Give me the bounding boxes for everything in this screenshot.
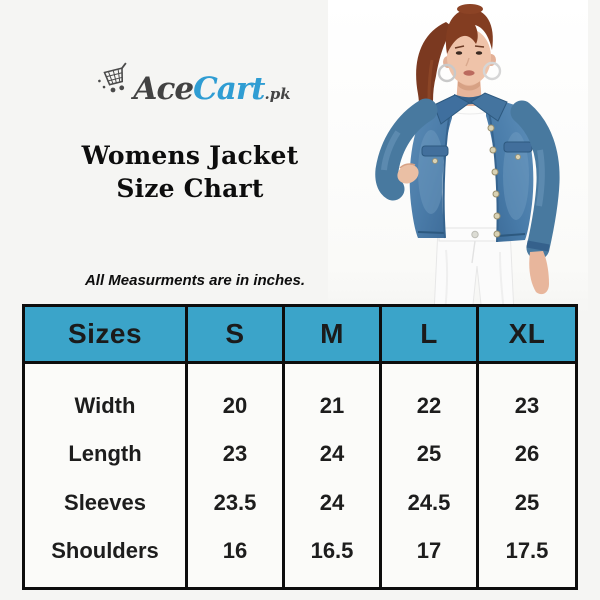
value-cell: 24 bbox=[319, 441, 345, 467]
hair-front bbox=[445, 4, 493, 54]
brand-logo: AceCart.pk bbox=[70, 62, 320, 114]
value-cell: 20 bbox=[222, 393, 248, 419]
size-chart-table: Sizes S M L XL Width Length Sleeves Shou… bbox=[22, 304, 578, 590]
column-labels: Width Length Sleeves Shoulders bbox=[25, 364, 188, 587]
nose bbox=[465, 57, 470, 67]
value-cell: 23 bbox=[514, 393, 540, 419]
right-sleeve bbox=[510, 100, 560, 260]
column-s: 20 23 23.5 16 bbox=[188, 364, 285, 587]
page-title-line1: Womens Jacket bbox=[81, 141, 299, 170]
jacket-buttons bbox=[487, 124, 501, 238]
value-cell: 17 bbox=[416, 537, 442, 563]
page-title: Womens Jacket Size Chart bbox=[30, 139, 350, 205]
value-cell: 22 bbox=[416, 393, 442, 419]
brand-ace: Ace bbox=[133, 71, 194, 107]
header-cell-xl: XL bbox=[479, 307, 575, 364]
brand-cart: Cart bbox=[193, 71, 265, 107]
shopping-cart-icon bbox=[94, 60, 138, 105]
jacket-pockets bbox=[421, 141, 533, 164]
brand-wordmark: AceCart.pk bbox=[133, 71, 290, 107]
right-eye bbox=[475, 51, 483, 55]
value-cell: 17.5 bbox=[505, 537, 549, 563]
header-cell-m: M bbox=[285, 307, 382, 364]
row-label: Length bbox=[68, 441, 142, 467]
size-chart-header-row: Sizes S M L XL bbox=[25, 307, 575, 364]
header-cell-l: L bbox=[382, 307, 479, 364]
value-cell: 25 bbox=[514, 489, 540, 515]
left-hand bbox=[397, 163, 419, 184]
left-eye bbox=[455, 51, 463, 55]
value-cell: 16.5 bbox=[310, 537, 354, 563]
left-eyebrow bbox=[454, 45, 465, 49]
neck-shadow bbox=[458, 80, 480, 91]
value-cell: 26 bbox=[514, 441, 540, 467]
right-hand bbox=[529, 251, 549, 295]
value-cell: 16 bbox=[222, 537, 248, 563]
value-cell: 23 bbox=[222, 441, 248, 467]
value-cell: 25 bbox=[416, 441, 442, 467]
measurement-note: All Measurments are in inches. bbox=[84, 272, 306, 289]
row-label: Sleeves bbox=[64, 489, 146, 515]
header-cell-sizes: Sizes bbox=[25, 307, 188, 364]
page-title-line2: Size Chart bbox=[116, 174, 264, 203]
header-cell-s: S bbox=[188, 307, 285, 364]
column-m: 21 24 24 16.5 bbox=[285, 364, 382, 587]
row-label: Shoulders bbox=[51, 537, 159, 563]
model-photo bbox=[328, 0, 588, 315]
value-cell: 21 bbox=[319, 393, 345, 419]
right-hoop-earring bbox=[482, 61, 502, 81]
brand-tld: .pk bbox=[264, 85, 291, 103]
right-eyebrow bbox=[474, 45, 485, 48]
row-label: Width bbox=[74, 393, 136, 419]
column-xl: 23 26 25 17.5 bbox=[479, 364, 575, 587]
model-photo-illustration bbox=[328, 0, 588, 315]
value-cell: 23.5 bbox=[213, 489, 257, 515]
denim-jacket bbox=[375, 92, 560, 260]
value-cell: 24.5 bbox=[407, 489, 451, 515]
value-cell: 24 bbox=[319, 489, 345, 515]
pants-button bbox=[471, 230, 479, 239]
right-cuff bbox=[526, 240, 550, 252]
left-hoop-earring bbox=[437, 63, 457, 83]
size-chart-body: Width Length Sleeves Shoulders 20 23 23.… bbox=[25, 364, 575, 587]
lips bbox=[463, 70, 475, 76]
column-l: 22 25 24.5 17 bbox=[382, 364, 479, 587]
